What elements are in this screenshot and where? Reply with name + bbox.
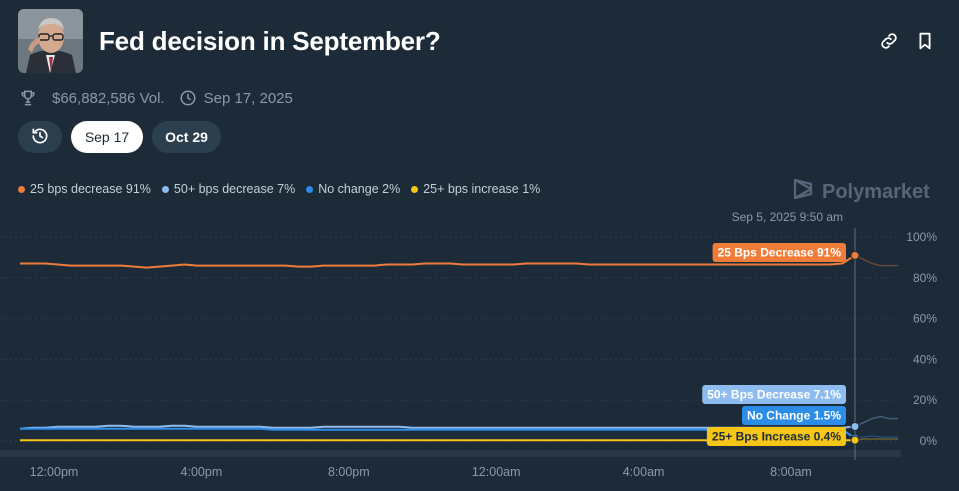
clock-icon bbox=[179, 89, 197, 107]
legend-label: 25+ bps increase 1% bbox=[423, 182, 541, 196]
end-date-text: Sep 17, 2025 bbox=[203, 89, 293, 107]
y-tick-label: 20% bbox=[913, 393, 937, 407]
series-hover-point bbox=[850, 435, 860, 445]
volume-text: $66,882,586 Vol. bbox=[52, 89, 165, 107]
legend-dot bbox=[161, 185, 169, 193]
series-tags: 25 Bps Decrease 91% 50+ Bps Decrease 7.1%… bbox=[702, 243, 846, 446]
series-tag-bg bbox=[741, 406, 846, 425]
y-tick-label: 60% bbox=[913, 312, 937, 326]
y-tick-label: 80% bbox=[913, 271, 937, 285]
x-tick-label: 4:00pm bbox=[181, 465, 223, 479]
x-tick-label: 12:00pm bbox=[30, 465, 79, 479]
series-line-future bbox=[854, 435, 898, 439]
legend-label: 25 bps decrease 91% bbox=[30, 182, 151, 196]
legend-label: No change 2% bbox=[318, 182, 401, 196]
series-line-future bbox=[854, 438, 898, 441]
trophy-icon bbox=[18, 88, 38, 108]
series-tag: 50+ Bps Decrease 7.1% bbox=[702, 385, 846, 404]
series-line-future bbox=[854, 415, 898, 428]
x-tick-label: 12:00am bbox=[472, 465, 521, 479]
legend-label: 50+ bps decrease 7% bbox=[173, 182, 296, 196]
series-line-future bbox=[854, 254, 898, 267]
legend-dot bbox=[306, 185, 314, 193]
series-tag-label: No Change 1.5% bbox=[747, 409, 841, 423]
series-tag: 25+ Bps Increase 0.4% bbox=[706, 427, 846, 446]
series-tag-bg bbox=[706, 427, 846, 446]
y-tick-label: 0% bbox=[920, 434, 938, 448]
x-tick-label: 8:00am bbox=[770, 465, 812, 479]
legend-item-25bps-decrease: 25 bps decrease 91% bbox=[18, 182, 151, 196]
series-tag-label: 25+ Bps Increase 0.4% bbox=[712, 430, 841, 444]
polymarket-logo-icon bbox=[792, 177, 814, 207]
polymarket-watermark: Polymarket bbox=[792, 177, 930, 207]
series-tag: No Change 1.5% bbox=[741, 406, 846, 425]
legend-dot bbox=[411, 185, 419, 193]
legend-item-50bps-decrease: 50+ bps decrease 7% bbox=[161, 182, 296, 196]
series-hover-point bbox=[850, 250, 860, 260]
time-range-bar bbox=[0, 450, 901, 457]
series-tag-label: 50+ Bps Decrease 7.1% bbox=[707, 388, 841, 402]
bookmark-icon[interactable] bbox=[914, 30, 936, 52]
tab-sep-17[interactable]: Sep 17 bbox=[71, 121, 143, 153]
x-tick-label: 4:00am bbox=[623, 465, 665, 479]
y-tick-label: 100% bbox=[906, 230, 937, 244]
series-tag-bg bbox=[712, 243, 846, 262]
y-axis-ticks: 100% 80% 60% 40% 20% 0% bbox=[906, 230, 937, 448]
series-hover-point bbox=[850, 422, 860, 432]
market-avatar bbox=[18, 9, 83, 73]
history-icon bbox=[30, 126, 50, 149]
market-meta: $66,882,586 Vol. Sep 17, 2025 bbox=[18, 88, 293, 108]
series-tag: 25 Bps Decrease 91% bbox=[712, 243, 846, 262]
tab-oct-29[interactable]: Oct 29 bbox=[152, 121, 221, 153]
series-tag-bg bbox=[702, 385, 846, 404]
polymarket-wordmark: Polymarket bbox=[822, 180, 930, 203]
link-icon[interactable] bbox=[878, 30, 900, 52]
chart-legend: 25 bps decrease 91% 50+ bps decrease 7% … bbox=[18, 182, 540, 196]
y-tick-label: 40% bbox=[913, 352, 937, 366]
legend-item-25bps-increase: 25+ bps increase 1% bbox=[411, 182, 540, 196]
date-tabs: Sep 17 Oct 29 bbox=[18, 121, 221, 153]
hover-timestamp: Sep 5, 2025 9:50 am bbox=[732, 210, 843, 224]
series-line bbox=[20, 254, 856, 269]
series-tag-label: 25 Bps Decrease 91% bbox=[718, 246, 842, 260]
legend-item-no-change: No change 2% bbox=[306, 182, 400, 196]
x-tick-label: 8:00pm bbox=[328, 465, 370, 479]
market-title: Fed decision in September? bbox=[99, 26, 441, 56]
legend-dot bbox=[18, 185, 25, 193]
history-button[interactable] bbox=[18, 121, 62, 153]
x-axis-ticks: 12:00pm 4:00pm 8:00pm 12:00am 4:00am 8:00am bbox=[30, 465, 812, 479]
